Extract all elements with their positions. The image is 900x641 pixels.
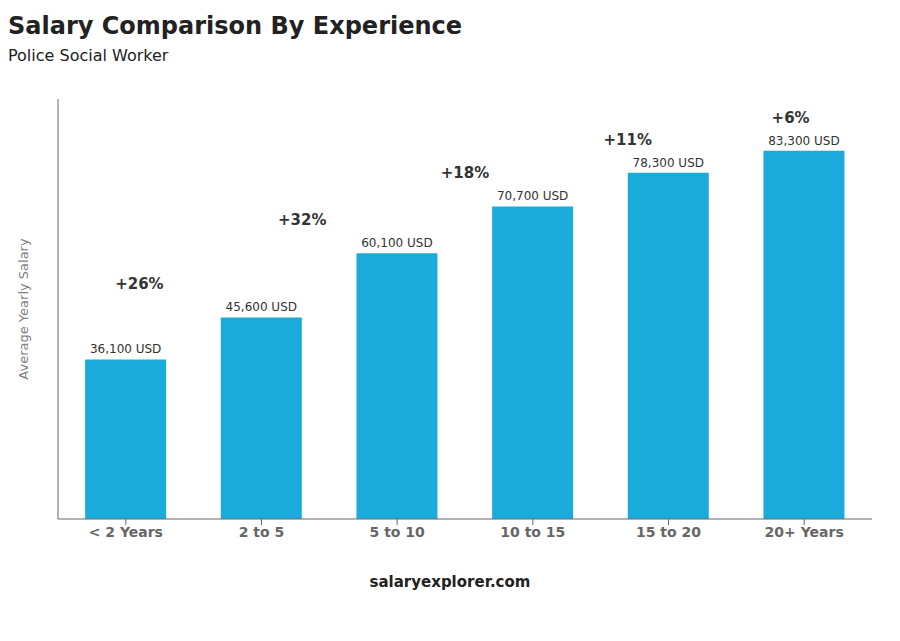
svg-text:10 to 15: 10 to 15 — [500, 524, 565, 540]
svg-text:+11%: +11% — [604, 131, 652, 149]
svg-text:+26%: +26% — [115, 275, 163, 293]
svg-text:36,100 USD: 36,100 USD — [90, 342, 161, 356]
html-text:Police Social Worker: Police Social Worker — [8, 46, 169, 65]
svg-text:45,600 USD: 45,600 USD — [226, 300, 297, 314]
svg-text:Average Yearly Salary: Average Yearly Salary — [16, 238, 31, 380]
svg-text:83,300 USD: 83,300 USD — [768, 134, 839, 148]
svg-text:2 to 5: 2 to 5 — [239, 524, 285, 540]
svg-text:20+ Years: 20+ Years — [765, 524, 844, 540]
svg-text:+6%: +6% — [772, 109, 810, 127]
svg-text:70,700 USD: 70,700 USD — [497, 189, 568, 203]
html-text:Salary Comparison By Experienc: Salary Comparison By Experience — [8, 12, 463, 40]
svg-text:+32%: +32% — [278, 211, 326, 229]
svg-text:60,100 USD: 60,100 USD — [361, 236, 432, 250]
svg-text:+18%: +18% — [441, 164, 489, 182]
svg-text:< 2 Years: < 2 Years — [89, 524, 163, 540]
svg-text:15 to 20: 15 to 20 — [636, 524, 701, 540]
html-text:salaryexplorer.com: salaryexplorer.com — [369, 573, 531, 591]
svg-text:5 to 10: 5 to 10 — [370, 524, 426, 540]
svg-text:78,300 USD: 78,300 USD — [633, 156, 704, 170]
